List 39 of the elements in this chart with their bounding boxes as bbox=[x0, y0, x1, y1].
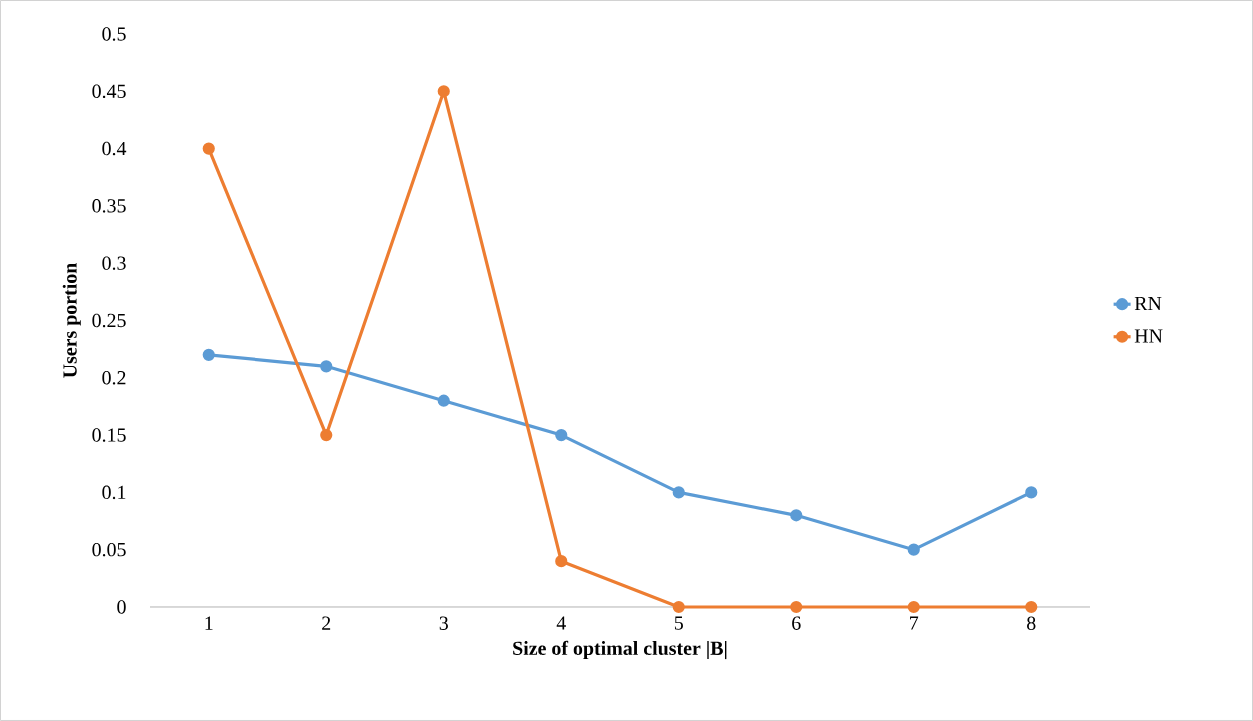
y-tick-label: 0.2 bbox=[102, 371, 126, 385]
x-axis-title: Size of optimal cluster |B| bbox=[513, 640, 727, 660]
point bbox=[437, 85, 450, 98]
y-tick-label: 0.5 bbox=[102, 27, 126, 41]
legend-label: HN bbox=[1134, 329, 1163, 343]
y-tick-label: 0.1 bbox=[102, 485, 126, 500]
y-tick-label: 0.05 bbox=[92, 542, 126, 557]
x-tick-label: 6 bbox=[792, 616, 801, 630]
y-tick-label: 0.45 bbox=[92, 84, 126, 99]
y-tick-label: 0 bbox=[117, 600, 126, 614]
x-tick-label: 7 bbox=[910, 616, 919, 630]
point bbox=[320, 428, 333, 442]
x-tick-label: 3 bbox=[439, 616, 448, 630]
point bbox=[320, 360, 333, 373]
point bbox=[672, 486, 685, 499]
x-tick-label: 2 bbox=[322, 616, 331, 630]
point bbox=[790, 509, 803, 522]
x-tick-label: 4 bbox=[556, 616, 566, 630]
x-tick-label: 8 bbox=[1027, 616, 1036, 630]
point bbox=[555, 428, 568, 442]
y-tick-label: 0.3 bbox=[102, 256, 126, 270]
point bbox=[1025, 600, 1038, 614]
y-tick-label: 0.15 bbox=[92, 428, 126, 442]
y-axis-title: Users portion bbox=[62, 262, 81, 378]
point bbox=[202, 348, 215, 361]
point bbox=[672, 600, 685, 614]
y-tick-label: 0.35 bbox=[92, 199, 126, 213]
y-tick-label: 0.4 bbox=[102, 141, 127, 156]
point bbox=[1025, 486, 1038, 499]
y-tick-label: 0.25 bbox=[92, 313, 126, 328]
x-tick-label: 5 bbox=[674, 616, 683, 630]
point bbox=[202, 142, 215, 155]
point bbox=[555, 555, 568, 568]
point bbox=[907, 600, 920, 614]
x-tick-label: 1 bbox=[205, 616, 213, 630]
legend-label: RN bbox=[1134, 296, 1162, 310]
point bbox=[790, 600, 803, 614]
point bbox=[437, 394, 450, 407]
point bbox=[907, 543, 920, 556]
